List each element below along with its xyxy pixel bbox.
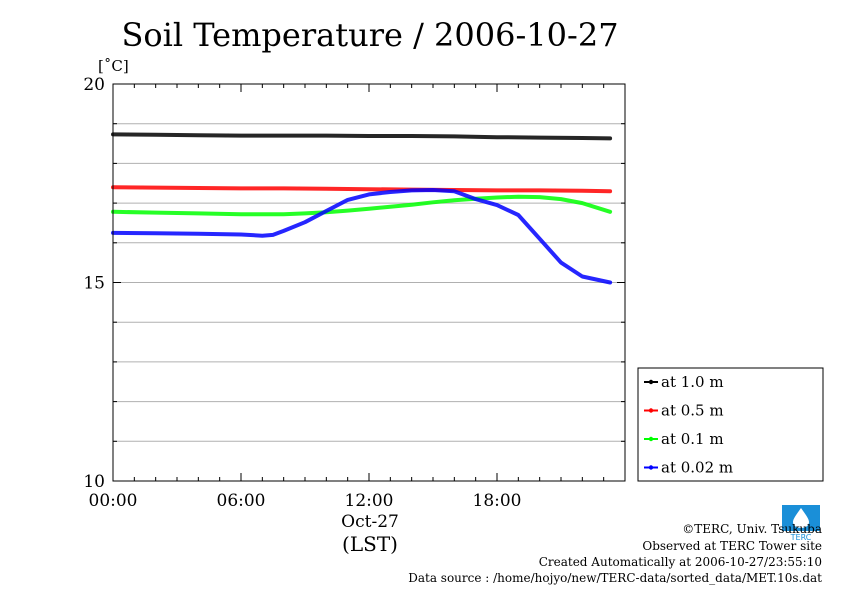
- series-line-2: [111, 185, 613, 194]
- legend-box: [637, 367, 824, 482]
- y-tick-label: 20: [83, 75, 105, 95]
- x-axis-date-label: Oct-27: [341, 512, 399, 532]
- legend: at 1.0 m at 0.5 m at 0.1 m at 0.02 m: [637, 367, 824, 482]
- x-tick-label: 06:00: [217, 491, 266, 511]
- x-tick-label: 00:00: [89, 491, 138, 511]
- series-line-3: [111, 194, 613, 217]
- x-tick-label: 18:00: [473, 491, 522, 511]
- y-tick-label: 15: [83, 274, 105, 294]
- legend-marker: [648, 436, 654, 442]
- credit-data-source: Data source : /home/hojyo/new/TERC-data/…: [408, 571, 822, 585]
- y-axis-ticks: 10 15 20: [83, 75, 625, 492]
- legend-marker: [648, 465, 654, 470]
- x-axis-timezone-label: (LST): [342, 532, 398, 556]
- legend-label: at 0.5 m: [661, 402, 724, 420]
- series-lines: [111, 132, 613, 285]
- grid-lines: [113, 123, 625, 442]
- legend-label: at 0.02 m: [661, 459, 733, 477]
- credit-observed: Observed at TERC Tower site: [642, 539, 822, 553]
- credit-created: Created Automatically at 2006-10-27/23:5…: [539, 555, 822, 569]
- legend-marker: [648, 379, 654, 385]
- series-line-1: [111, 132, 613, 141]
- y-tick-label: 10: [83, 472, 105, 492]
- terc-logo-text: TERC: [790, 533, 812, 542]
- legend-label: at 1.0 m: [661, 373, 724, 391]
- x-axis-ticks: 00:00 06:00 12:00 18:00: [89, 84, 626, 511]
- terc-logo: TERC: [782, 505, 820, 542]
- x-tick-label: 12:00: [345, 491, 394, 511]
- legend-label: at 0.1 m: [661, 430, 724, 448]
- series-line-4: [111, 188, 613, 285]
- legend-marker: [648, 408, 654, 413]
- chart-title: Soil Temperature / 2006-10-27: [121, 16, 618, 54]
- y-axis-unit-label: [˚C]: [98, 57, 129, 75]
- credit-copyright: ©TERC, Univ. Tsukuba: [682, 522, 822, 536]
- water-drop-icon: [793, 508, 809, 528]
